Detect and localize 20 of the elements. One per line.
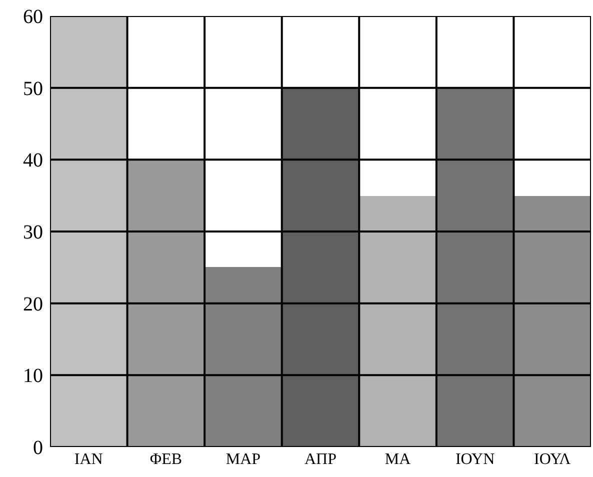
x-tick-label: ΜΑ [384,451,412,468]
bar [205,267,282,447]
y-tick-label: 40 [23,150,43,172]
bar [282,88,359,447]
x-tick-label: ΜΑΡ [226,451,261,468]
bar [514,196,591,447]
y-tick-label: 30 [23,222,43,244]
x-tick-label: ΙΑΝ [74,451,104,468]
x-tick-label: ΙΟΥΛ [534,451,572,468]
bar [359,196,436,447]
bar [436,88,514,447]
y-tick-label: 20 [23,293,43,316]
y-tick-label: 50 [23,78,43,100]
y-tick-label: 0 [33,437,43,459]
x-tick-label: ΑΠΡ [304,451,337,468]
x-tick-label: ΦΕΒ [150,451,182,468]
y-tick-label: 10 [23,365,43,388]
y-tick-label: 60 [23,6,43,28]
x-tick-label: ΙΟΥΝ [455,451,496,468]
bar [127,160,205,447]
